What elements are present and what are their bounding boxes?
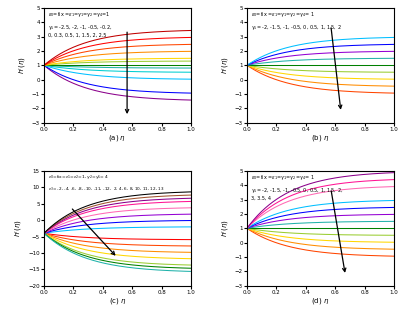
Text: $\gamma_5$= -2.5, -2, -1, -0.5, -0.2,
0, 0.3, 0.5, 1, 1.5, 2, 2.5: $\gamma_5$= -2.5, -2, -1, -0.5, -0.2, 0,… bbox=[48, 23, 113, 38]
Y-axis label: $h'(\eta)$: $h'(\eta)$ bbox=[18, 57, 29, 74]
X-axis label: (b) $\eta$: (b) $\eta$ bbox=[311, 133, 330, 143]
Text: $\epsilon_3$= -2, -4, -6, -8, -10, -11, -12,  2, 4, 6, 8, 10, 11, 12, 13: $\epsilon_3$= -2, -4, -6, -8, -10, -11, … bbox=[48, 186, 165, 193]
Y-axis label: $h'(\eta)$: $h'(\eta)$ bbox=[14, 219, 26, 237]
Text: $\gamma_5$= -2, -1.5, -1, -0.5, 0, 0.5, 1, 1.5, 2: $\gamma_5$= -2, -1.5, -1, -0.5, 0, 0.5, … bbox=[251, 23, 342, 32]
X-axis label: (c) $\eta$: (c) $\eta$ bbox=[109, 296, 126, 306]
Y-axis label: $h'(\eta)$: $h'(\eta)$ bbox=[221, 219, 232, 237]
Text: $\epsilon_0$=fix =$\epsilon_1$=$\gamma_1$=$\gamma_2$=$\gamma_4$=1: $\epsilon_0$=fix =$\epsilon_1$=$\gamma_1… bbox=[48, 10, 110, 19]
Text: $\epsilon_0$=fix =$\epsilon_1$=$\gamma_1$=$\gamma_2$=$\gamma_4$= 1: $\epsilon_0$=fix =$\epsilon_1$=$\gamma_1… bbox=[251, 10, 315, 19]
X-axis label: (a) $\eta$: (a) $\eta$ bbox=[108, 133, 127, 143]
Text: $\epsilon_0$=fix=$\epsilon_1$=$\epsilon_2$=1, $\gamma_2$=$\gamma_1$= 4: $\epsilon_0$=fix=$\epsilon_1$=$\epsilon_… bbox=[48, 173, 110, 181]
Text: $\epsilon_0$=fix =$\epsilon_1$=$\gamma_1$=$\gamma_2$=$\gamma_4$= 1: $\epsilon_0$=fix =$\epsilon_1$=$\gamma_1… bbox=[251, 173, 315, 182]
Y-axis label: $h'(\eta)$: $h'(\eta)$ bbox=[221, 57, 232, 74]
X-axis label: (d) $\eta$: (d) $\eta$ bbox=[311, 296, 330, 306]
Text: $\gamma_5$= -2, -1.5, -1, -0.5, 0, 0.5, 1, 1.5, 2,
3, 3.5, 4: $\gamma_5$= -2, -1.5, -1, -0.5, 0, 0.5, … bbox=[251, 186, 344, 201]
